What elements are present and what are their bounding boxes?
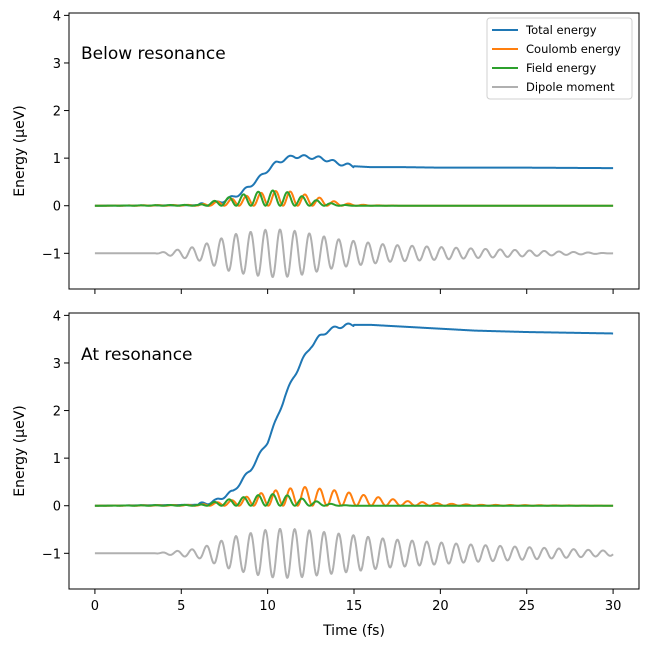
y-tick-label: 1 <box>53 452 61 467</box>
panel-title: Below resonance <box>81 44 226 64</box>
y-tick-label: 0 <box>53 200 61 215</box>
tick-group: −1 0 1 2 3 4 <box>42 9 614 294</box>
tick-group: 0 5 10 15 20 25 30 −1 0 1 2 3 4 <box>42 309 622 614</box>
x-tick-label: 25 <box>518 599 535 614</box>
x-axis-label: Time (fs) <box>322 623 385 639</box>
panel-at-resonance: 0 5 10 15 20 25 30 −1 0 1 2 3 4 At resonance Energy … <box>12 309 640 639</box>
y-tick-label: 0 <box>53 500 61 515</box>
panel-title: At resonance <box>81 345 193 365</box>
legend-box <box>486 17 633 100</box>
series-line-dipole-moment <box>94 528 614 579</box>
series-line-total-energy <box>94 154 614 207</box>
legend-label-field-energy: Field energy <box>526 61 596 75</box>
series-line-field-energy <box>94 189 614 207</box>
y-tick-label: 1 <box>53 152 61 167</box>
series-group <box>94 322 614 579</box>
series-group <box>94 154 614 279</box>
legend: Total energy Coulomb energy Field energy… <box>486 17 633 100</box>
series-line-dipole-moment <box>94 228 614 279</box>
x-tick-label: 20 <box>432 599 449 614</box>
y-tick-label: 4 <box>53 9 61 24</box>
legend-label-dipole-moment: Dipole moment <box>526 80 615 94</box>
x-tick-label: 15 <box>346 599 363 614</box>
y-tick-label: 2 <box>53 105 61 120</box>
legend-label-coulomb-energy: Coulomb energy <box>526 42 621 56</box>
y-tick-label: −1 <box>42 547 61 562</box>
y-axis-label: Energy (μeV) <box>12 105 28 197</box>
y-tick-label: 3 <box>53 357 61 372</box>
x-tick-label: 30 <box>605 599 622 614</box>
y-axis-label: Energy (μeV) <box>12 405 28 497</box>
series-line-field-energy <box>94 493 614 507</box>
y-tick-label: −1 <box>42 247 61 262</box>
y-tick-label: 3 <box>53 57 61 72</box>
series-line-coulomb-energy <box>94 486 614 507</box>
legend-label-total-energy: Total energy <box>525 23 597 37</box>
y-tick-label: 4 <box>53 309 61 324</box>
series-line-coulomb-energy <box>94 190 614 207</box>
x-tick-label: 10 <box>259 599 276 614</box>
x-tick-label: 5 <box>177 599 185 614</box>
x-tick-label: 0 <box>91 599 99 614</box>
panel-below-resonance: −1 0 1 2 3 4 Below resonance Energy (μeV) Tot… <box>12 9 640 294</box>
y-tick-label: 2 <box>53 405 61 420</box>
